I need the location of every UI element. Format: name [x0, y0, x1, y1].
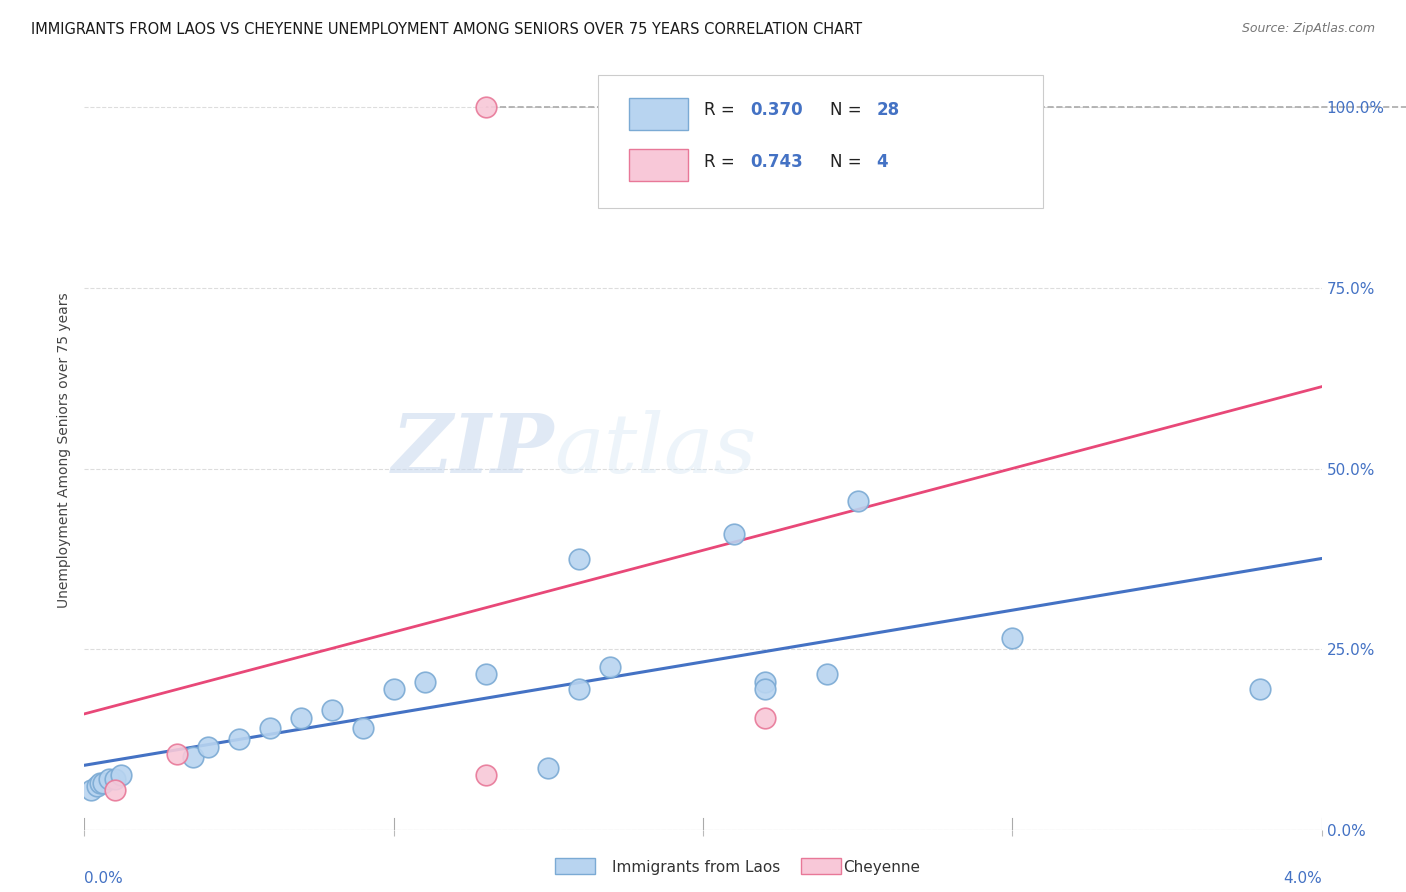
- Point: [104, 782, 127, 797]
- Point: [197, 739, 219, 754]
- Text: 28: 28: [876, 101, 900, 119]
- Point: [228, 732, 250, 747]
- Point: [321, 703, 343, 717]
- Point: [754, 674, 776, 689]
- Point: [1001, 631, 1024, 645]
- Point: [181, 750, 204, 764]
- Text: 4.0%: 4.0%: [1282, 871, 1322, 887]
- Point: [537, 761, 560, 775]
- Text: R =: R =: [704, 153, 740, 171]
- Point: [568, 551, 591, 566]
- Point: [846, 494, 869, 508]
- Point: [754, 711, 776, 725]
- Text: ZIP: ZIP: [392, 410, 554, 491]
- FancyBboxPatch shape: [628, 98, 688, 129]
- Text: 4: 4: [876, 153, 887, 171]
- Y-axis label: Unemployment Among Seniors over 75 years: Unemployment Among Seniors over 75 years: [58, 293, 72, 608]
- Text: atlas: atlas: [554, 410, 756, 491]
- Point: [815, 667, 838, 681]
- Point: [98, 772, 121, 786]
- Text: 0.370: 0.370: [749, 101, 803, 119]
- Point: [89, 775, 111, 789]
- Text: IMMIGRANTS FROM LAOS VS CHEYENNE UNEMPLOYMENT AMONG SENIORS OVER 75 YEARS CORREL: IMMIGRANTS FROM LAOS VS CHEYENNE UNEMPLO…: [31, 22, 862, 37]
- Point: [413, 674, 436, 689]
- Point: [475, 667, 498, 681]
- Point: [475, 100, 498, 114]
- Point: [475, 768, 498, 782]
- Point: [166, 747, 188, 761]
- Text: Immigrants from Laos: Immigrants from Laos: [612, 860, 780, 874]
- Point: [754, 681, 776, 696]
- FancyBboxPatch shape: [598, 75, 1043, 208]
- Text: 0.743: 0.743: [749, 153, 803, 171]
- Point: [290, 711, 312, 725]
- Text: N =: N =: [831, 101, 868, 119]
- Point: [91, 775, 114, 789]
- Text: Cheyenne: Cheyenne: [844, 860, 921, 874]
- Point: [110, 768, 132, 782]
- Point: [723, 526, 745, 541]
- Point: [599, 660, 621, 674]
- Text: R =: R =: [704, 101, 740, 119]
- Point: [1249, 681, 1271, 696]
- Point: [382, 681, 405, 696]
- Point: [104, 772, 127, 786]
- Point: [568, 681, 591, 696]
- Point: [259, 722, 281, 736]
- Text: N =: N =: [831, 153, 873, 171]
- Point: [352, 722, 374, 736]
- FancyBboxPatch shape: [628, 150, 688, 181]
- Point: [79, 782, 101, 797]
- Text: Source: ZipAtlas.com: Source: ZipAtlas.com: [1241, 22, 1375, 36]
- Text: 0.0%: 0.0%: [84, 871, 124, 887]
- Point: [86, 779, 108, 793]
